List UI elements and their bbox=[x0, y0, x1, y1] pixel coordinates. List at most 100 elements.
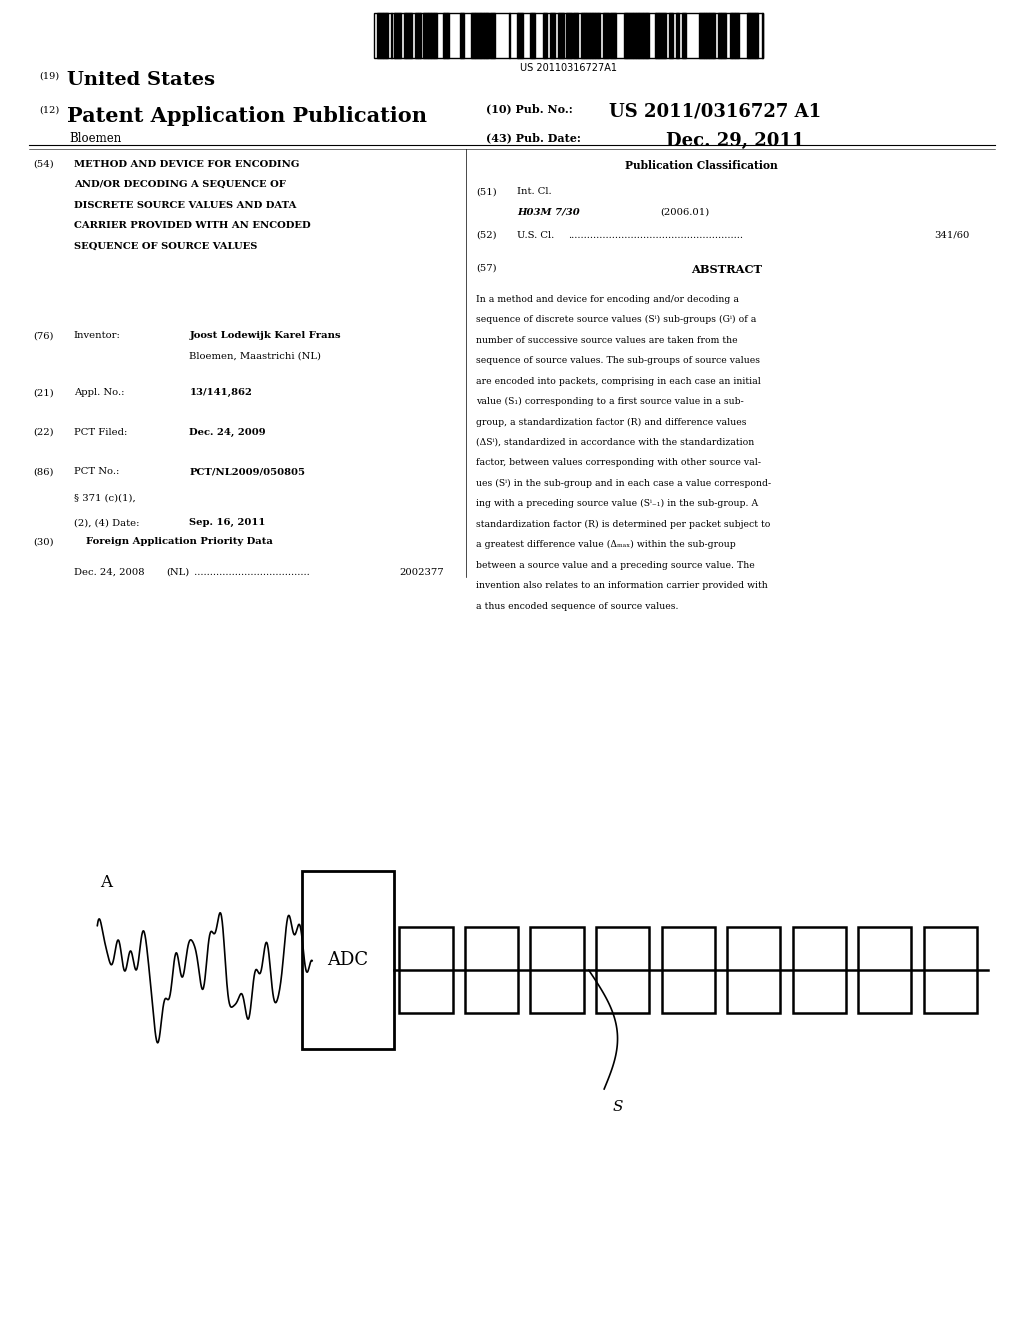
Bar bbox=[431, 13, 434, 58]
Bar bbox=[590, 13, 592, 58]
Bar bbox=[639, 13, 642, 58]
Text: ABSTRACT: ABSTRACT bbox=[691, 264, 763, 275]
Bar bbox=[731, 13, 734, 58]
Bar bbox=[391, 13, 392, 58]
Text: Foreign Application Priority Data: Foreign Application Priority Data bbox=[86, 537, 272, 546]
Bar bbox=[610, 13, 616, 58]
Bar bbox=[531, 13, 535, 58]
Text: ing with a preceding source value (Sⁱ₋₁) in the sub-group. A: ing with a preceding source value (Sⁱ₋₁)… bbox=[476, 499, 759, 508]
Bar bbox=[662, 927, 715, 1014]
Bar bbox=[626, 13, 627, 58]
Text: (NL): (NL) bbox=[166, 568, 189, 577]
Bar bbox=[487, 13, 489, 58]
Bar bbox=[530, 927, 584, 1014]
Text: 13/141,862: 13/141,862 bbox=[189, 388, 252, 397]
Bar bbox=[543, 13, 544, 58]
Text: (54): (54) bbox=[33, 160, 53, 169]
Text: Dec. 29, 2011: Dec. 29, 2011 bbox=[666, 132, 804, 150]
Bar bbox=[598, 13, 599, 58]
Bar bbox=[416, 13, 419, 58]
Bar bbox=[718, 13, 721, 58]
Bar bbox=[682, 13, 685, 58]
Bar bbox=[573, 13, 578, 58]
Bar bbox=[602, 13, 608, 58]
Bar bbox=[636, 13, 638, 58]
Bar bbox=[486, 13, 487, 58]
Bar bbox=[627, 13, 633, 58]
Bar bbox=[654, 13, 656, 58]
Bar bbox=[517, 13, 518, 58]
Bar bbox=[750, 13, 755, 58]
Bar bbox=[550, 13, 555, 58]
Text: (2006.01): (2006.01) bbox=[660, 207, 710, 216]
Text: 341/60: 341/60 bbox=[934, 231, 970, 240]
Text: (51): (51) bbox=[476, 187, 497, 197]
Bar bbox=[624, 13, 626, 58]
Text: H03M 7/30: H03M 7/30 bbox=[517, 207, 580, 216]
Bar bbox=[586, 13, 590, 58]
Bar bbox=[509, 13, 511, 58]
Text: a greatest difference value (Δₘₐₓ) within the sub-group: a greatest difference value (Δₘₐₓ) withi… bbox=[476, 540, 736, 549]
Text: United States: United States bbox=[67, 71, 215, 90]
Text: U.S. Cl.: U.S. Cl. bbox=[517, 231, 554, 240]
Bar bbox=[447, 13, 450, 58]
Bar bbox=[444, 13, 447, 58]
Text: (2), (4) Date:: (2), (4) Date: bbox=[74, 519, 139, 528]
Bar bbox=[746, 13, 750, 58]
Bar bbox=[730, 13, 731, 58]
Text: group, a standardization factor (R) and difference values: group, a standardization factor (R) and … bbox=[476, 417, 746, 426]
Bar bbox=[713, 13, 715, 58]
Bar bbox=[386, 13, 387, 58]
Text: factor, between values corresponding with other source val-: factor, between values corresponding wit… bbox=[476, 458, 761, 467]
Bar bbox=[595, 13, 598, 58]
Bar bbox=[302, 871, 394, 1049]
Bar bbox=[593, 13, 595, 58]
Bar bbox=[393, 13, 395, 58]
Bar bbox=[638, 13, 639, 58]
Bar bbox=[642, 13, 645, 58]
Text: METHOD AND DEVICE FOR ENCODING: METHOD AND DEVICE FOR ENCODING bbox=[74, 160, 299, 169]
Bar bbox=[518, 13, 522, 58]
Bar bbox=[703, 13, 706, 58]
Bar bbox=[490, 13, 496, 58]
Text: invention also relates to an information carrier provided with: invention also relates to an information… bbox=[476, 581, 768, 590]
Bar bbox=[443, 13, 444, 58]
Text: PCT/NL2009/050805: PCT/NL2009/050805 bbox=[189, 467, 305, 477]
Text: sequence of discrete source values (Sⁱ) sub-groups (Gⁱ) of a: sequence of discrete source values (Sⁱ) … bbox=[476, 315, 757, 325]
Bar bbox=[374, 13, 763, 58]
Bar bbox=[406, 13, 412, 58]
Text: are encoded into packets, comprising in each case an initial: are encoded into packets, comprising in … bbox=[476, 376, 761, 385]
Bar bbox=[423, 13, 428, 58]
Text: PCT Filed:: PCT Filed: bbox=[74, 428, 127, 437]
Bar bbox=[645, 13, 647, 58]
Text: Bloemen: Bloemen bbox=[70, 132, 122, 145]
Text: Appl. No.:: Appl. No.: bbox=[74, 388, 124, 397]
Bar bbox=[565, 13, 571, 58]
Text: (ΔSⁱ), standardized in accordance with the standardization: (ΔSⁱ), standardized in accordance with t… bbox=[476, 438, 755, 447]
Bar bbox=[734, 13, 739, 58]
Text: ........................................................: ........................................… bbox=[568, 231, 743, 240]
Text: Dec. 24, 2009: Dec. 24, 2009 bbox=[189, 428, 266, 437]
Text: DISCRETE SOURCE VALUES AND DATA: DISCRETE SOURCE VALUES AND DATA bbox=[74, 201, 296, 210]
Bar bbox=[471, 13, 475, 58]
Bar bbox=[480, 13, 481, 58]
Bar bbox=[395, 13, 401, 58]
Bar bbox=[419, 13, 420, 58]
Bar bbox=[793, 927, 846, 1014]
Text: (12): (12) bbox=[39, 106, 59, 115]
Bar bbox=[383, 13, 386, 58]
Bar bbox=[721, 13, 725, 58]
Text: Int. Cl.: Int. Cl. bbox=[517, 187, 552, 197]
Bar bbox=[544, 13, 547, 58]
Text: AND/OR DECODING A SEQUENCE OF: AND/OR DECODING A SEQUENCE OF bbox=[74, 180, 286, 189]
Text: In a method and device for encoding and/or decoding a: In a method and device for encoding and/… bbox=[476, 294, 739, 304]
Text: Patent Application Publication: Patent Application Publication bbox=[67, 106, 427, 125]
Bar bbox=[404, 13, 406, 58]
Bar bbox=[581, 13, 584, 58]
Bar bbox=[377, 13, 383, 58]
Text: Bloemen, Maastrichi (NL): Bloemen, Maastrichi (NL) bbox=[189, 351, 322, 360]
Bar bbox=[727, 927, 780, 1014]
Bar bbox=[706, 13, 709, 58]
Bar bbox=[592, 13, 593, 58]
Text: .....................................: ..................................... bbox=[191, 568, 310, 577]
